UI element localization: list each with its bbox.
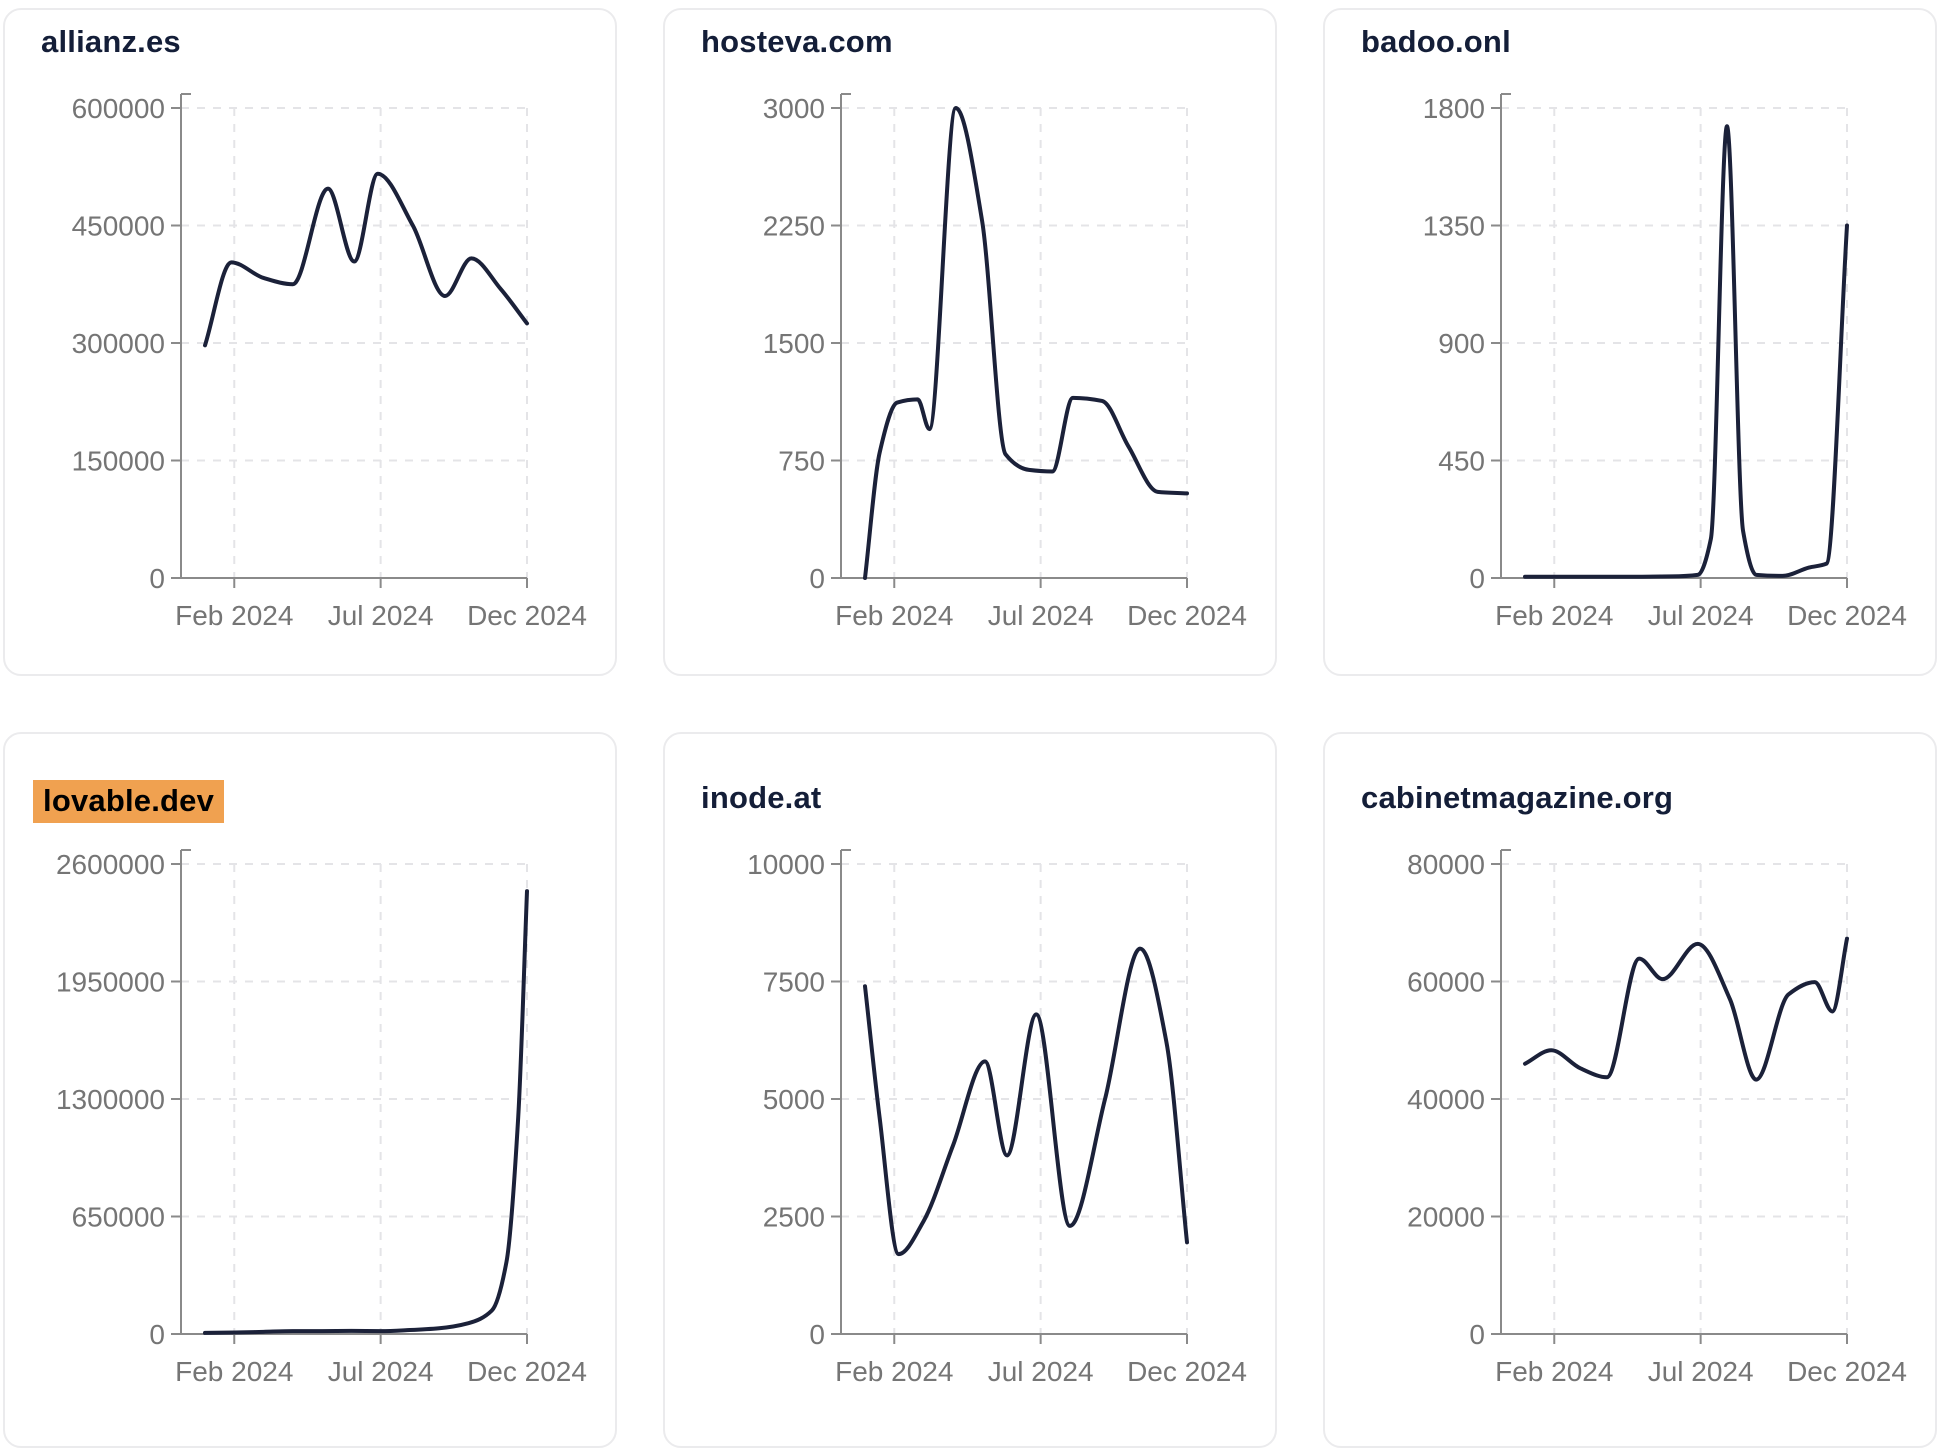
svg-text:0: 0 — [149, 563, 165, 594]
card-title-row: inode.at — [671, 780, 1269, 826]
svg-text:5000: 5000 — [763, 1084, 825, 1115]
svg-text:Feb 2024: Feb 2024 — [1495, 1356, 1613, 1387]
svg-text:0: 0 — [1469, 563, 1485, 594]
domain-title-link[interactable]: allianz.es — [41, 24, 181, 59]
svg-text:Dec 2024: Dec 2024 — [467, 600, 587, 631]
domain-title-link[interactable]: hosteva.com — [701, 24, 893, 59]
svg-text:Jul 2024: Jul 2024 — [988, 600, 1094, 631]
svg-text:Feb 2024: Feb 2024 — [1495, 600, 1613, 631]
domain-title-link[interactable]: inode.at — [701, 780, 822, 815]
svg-text:Feb 2024: Feb 2024 — [835, 1356, 953, 1387]
svg-text:2250: 2250 — [763, 211, 825, 242]
chart-canvas: 0 20000 40000 60000 80000 Feb 2024 Jul 2024 Dec… — [1407, 849, 1907, 1387]
svg-text:150000: 150000 — [72, 446, 165, 477]
svg-text:450000: 450000 — [72, 211, 165, 242]
svg-text:20000: 20000 — [1407, 1202, 1485, 1233]
svg-text:Dec 2024: Dec 2024 — [1787, 600, 1907, 631]
svg-text:0: 0 — [809, 563, 825, 594]
domain-title-link[interactable]: badoo.onl — [1361, 24, 1511, 59]
svg-text:1300000: 1300000 — [56, 1084, 165, 1115]
svg-text:7500: 7500 — [763, 967, 825, 998]
svg-text:Jul 2024: Jul 2024 — [1648, 1356, 1754, 1387]
svg-text:Dec 2024: Dec 2024 — [467, 1356, 587, 1387]
card-title-row: hosteva.com — [671, 24, 1269, 70]
svg-text:1350: 1350 — [1423, 211, 1485, 242]
svg-text:Feb 2024: Feb 2024 — [175, 1356, 293, 1387]
card-title-row: allianz.es — [11, 24, 609, 70]
chart-canvas: 0 2500 5000 7500 10000 Feb 2024 Jul 2024 Dec 20… — [747, 849, 1247, 1387]
line-chart: 0 450 900 1350 1800 Feb 2024 Jul 2024 Dec 2024 — [1331, 78, 1929, 663]
card-title-row: badoo.onl — [1331, 24, 1929, 70]
chart-card-allianz: allianz.es 0 150000 300000 450000 600000 Feb … — [3, 8, 617, 676]
chart-card-cabinetmagazine: cabinetmagazine.org 0 20000 40000 60000 8000… — [1323, 732, 1937, 1448]
svg-text:300000: 300000 — [72, 328, 165, 359]
svg-text:450: 450 — [1438, 446, 1485, 477]
domain-title-link[interactable]: cabinetmagazine.org — [1361, 780, 1674, 815]
line-chart: 0 2500 5000 7500 10000 Feb 2024 Jul 2024 Dec 20… — [671, 834, 1269, 1419]
line-chart: 0 20000 40000 60000 80000 Feb 2024 Jul 2024 Dec… — [1331, 834, 1929, 1419]
chart-canvas: 0 750 1500 2250 3000 Feb 2024 Jul 2024 Dec 2024 — [763, 93, 1247, 631]
svg-text:2500: 2500 — [763, 1202, 825, 1233]
svg-text:0: 0 — [149, 1319, 165, 1350]
svg-text:Jul 2024: Jul 2024 — [988, 1356, 1094, 1387]
svg-text:Dec 2024: Dec 2024 — [1787, 1356, 1907, 1387]
svg-text:600000: 600000 — [72, 93, 165, 124]
svg-text:Dec 2024: Dec 2024 — [1127, 600, 1247, 631]
svg-text:650000: 650000 — [72, 1202, 165, 1233]
svg-text:Feb 2024: Feb 2024 — [835, 600, 953, 631]
svg-text:1950000: 1950000 — [56, 967, 165, 998]
chart-canvas: 0 650000 1300000 1950000 2600000 Feb 2024 Jul … — [56, 849, 587, 1387]
svg-text:Dec 2024: Dec 2024 — [1127, 1356, 1247, 1387]
card-title-row: lovable.dev — [11, 780, 609, 826]
chart-card-inode: inode.at 0 2500 5000 7500 10000 Feb 2024 Jul 2… — [663, 732, 1277, 1448]
svg-text:80000: 80000 — [1407, 849, 1485, 880]
svg-text:40000: 40000 — [1407, 1084, 1485, 1115]
svg-text:60000: 60000 — [1407, 967, 1485, 998]
svg-text:Feb 2024: Feb 2024 — [175, 600, 293, 631]
domain-title-link-highlighted[interactable]: lovable.dev — [33, 780, 225, 823]
svg-text:1500: 1500 — [763, 328, 825, 359]
svg-text:10000: 10000 — [747, 849, 825, 880]
svg-text:0: 0 — [1469, 1319, 1485, 1350]
chart-canvas: 0 150000 300000 450000 600000 Feb 2024 Jul 202… — [72, 93, 587, 631]
chart-canvas: 0 450 900 1350 1800 Feb 2024 Jul 2024 Dec 2024 — [1423, 93, 1907, 631]
svg-text:Jul 2024: Jul 2024 — [1648, 600, 1754, 631]
svg-text:2600000: 2600000 — [56, 849, 165, 880]
card-title-row: cabinetmagazine.org — [1331, 780, 1929, 826]
svg-text:750: 750 — [778, 446, 825, 477]
line-chart: 0 150000 300000 450000 600000 Feb 2024 Jul 202… — [11, 78, 609, 663]
svg-text:Jul 2024: Jul 2024 — [328, 1356, 434, 1387]
chart-card-lovable: lovable.dev 0 650000 1300000 1950000 2600000… — [3, 732, 617, 1448]
chart-card-hosteva: hosteva.com 0 750 1500 2250 3000 Feb 2024 Jul … — [663, 8, 1277, 676]
line-chart: 0 650000 1300000 1950000 2600000 Feb 2024 Jul … — [11, 834, 609, 1419]
svg-text:0: 0 — [809, 1319, 825, 1350]
chart-card-badoo: badoo.onl 0 450 900 1350 1800 Feb 2024 Jul 202… — [1323, 8, 1937, 676]
svg-text:Jul 2024: Jul 2024 — [328, 600, 434, 631]
svg-text:1800: 1800 — [1423, 93, 1485, 124]
svg-text:3000: 3000 — [763, 93, 825, 124]
line-chart: 0 750 1500 2250 3000 Feb 2024 Jul 2024 Dec 2024 — [671, 78, 1269, 663]
svg-text:900: 900 — [1438, 328, 1485, 359]
